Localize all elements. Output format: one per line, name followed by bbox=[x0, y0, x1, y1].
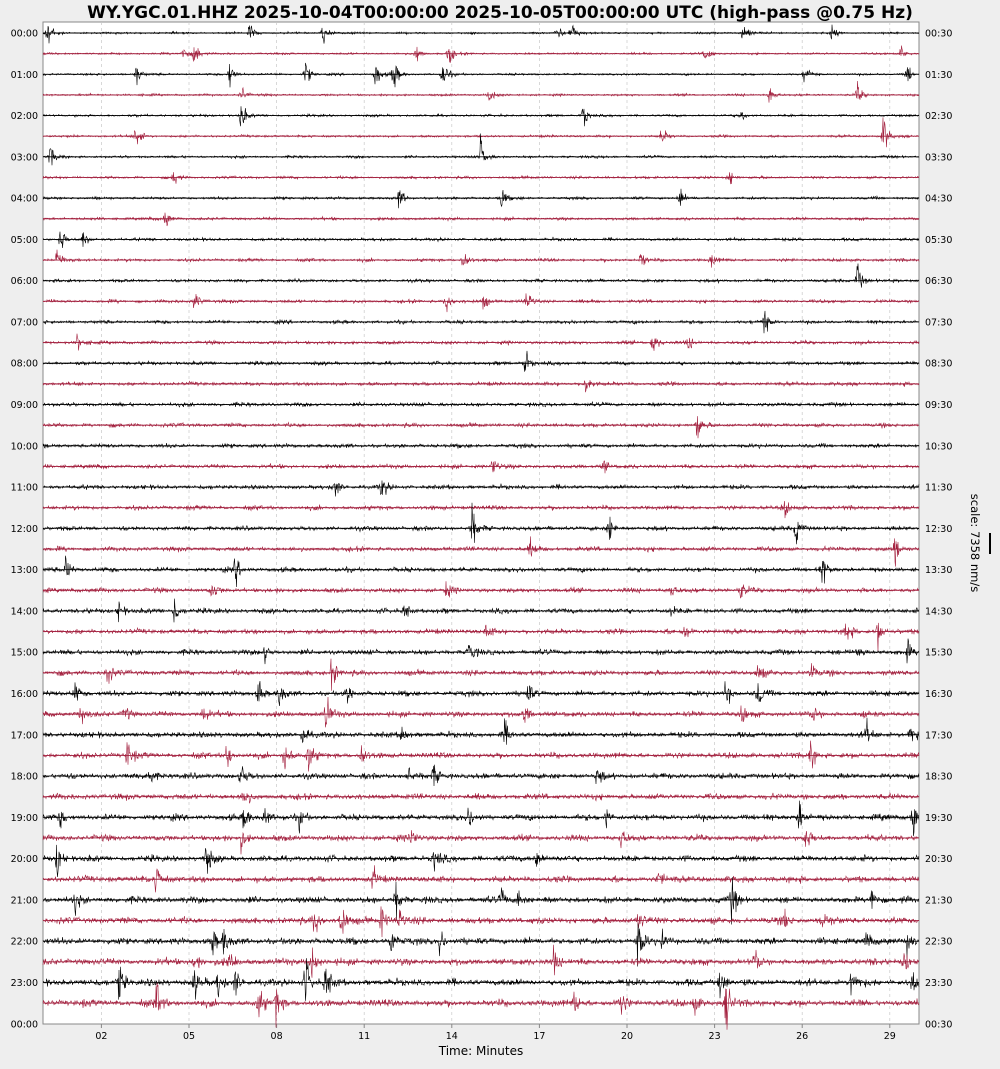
row-time-label-left: 00:00 bbox=[11, 1020, 38, 1031]
x-tick-label: 11 bbox=[358, 1031, 370, 1042]
seismic-traces bbox=[42, 24, 920, 1030]
row-time-label-right: 15:30 bbox=[925, 648, 952, 659]
trace-row bbox=[42, 502, 920, 545]
row-time-label-left: 22:00 bbox=[11, 937, 38, 948]
row-time-label-right: 05:30 bbox=[925, 235, 952, 246]
row-time-label-left: 20:00 bbox=[11, 854, 38, 865]
trace-row bbox=[42, 581, 919, 599]
row-time-label-right: 01:30 bbox=[925, 70, 952, 81]
trace-row bbox=[42, 249, 920, 268]
row-time-label-right: 09:30 bbox=[925, 400, 952, 411]
trace-row bbox=[42, 830, 919, 855]
trace-row bbox=[42, 877, 920, 925]
row-time-label-left: 08:00 bbox=[11, 359, 38, 370]
x-tick-label: 17 bbox=[533, 1031, 545, 1042]
row-time-label-left: 21:00 bbox=[11, 895, 38, 906]
row-time-label-left: 09:00 bbox=[11, 400, 38, 411]
x-tick-label: 20 bbox=[621, 1031, 633, 1042]
row-time-label-right: 04:30 bbox=[925, 194, 952, 205]
row-time-label-left: 03:00 bbox=[11, 152, 38, 163]
row-time-label-left: 10:00 bbox=[11, 441, 38, 452]
axis-labels: 02 05 08 11 14 17 20 23 26 29 00:00 01:00 02:00 03:00… bbox=[11, 29, 953, 1043]
row-time-label-right: 14:30 bbox=[925, 606, 952, 617]
trace-row bbox=[42, 958, 920, 1001]
row-time-label-left: 11:00 bbox=[11, 483, 38, 494]
row-time-label-right: 17:30 bbox=[925, 730, 952, 741]
trace-row bbox=[42, 717, 920, 745]
row-time-label-right: 21:30 bbox=[925, 895, 952, 906]
chart-title: WY.YGC.01.HHZ 2025-10-04T00:00:00 2025-1… bbox=[87, 3, 913, 23]
row-time-label-left: 07:00 bbox=[11, 317, 38, 328]
plot-area bbox=[42, 21, 920, 1025]
x-tick-label: 23 bbox=[709, 1031, 721, 1042]
trace-row bbox=[42, 536, 920, 567]
x-axis-label: Time: Minutes bbox=[438, 1044, 523, 1058]
trace-row bbox=[43, 740, 920, 772]
row-time-label-right: 02:30 bbox=[925, 111, 952, 122]
row-time-label-right: 12:30 bbox=[925, 524, 952, 535]
row-time-label-left: 18:00 bbox=[11, 772, 38, 783]
row-time-label-right: 07:30 bbox=[925, 317, 952, 328]
trace-row bbox=[42, 844, 920, 878]
row-time-label-right: 00:30 bbox=[925, 1020, 952, 1031]
row-time-label-right: 00:30 bbox=[925, 29, 952, 40]
row-time-label-left: 06:00 bbox=[11, 276, 38, 287]
trace-row bbox=[42, 133, 920, 166]
row-time-label-left: 16:00 bbox=[11, 689, 38, 700]
row-time-label-right: 18:30 bbox=[925, 772, 952, 783]
row-time-label-right: 10:30 bbox=[925, 441, 952, 452]
x-tick-label: 26 bbox=[796, 1031, 808, 1042]
row-time-label-right: 08:30 bbox=[925, 359, 952, 370]
row-time-label-right: 22:30 bbox=[925, 937, 952, 948]
x-tick-label: 29 bbox=[884, 1031, 896, 1042]
row-time-label-right: 06:30 bbox=[925, 276, 952, 287]
row-time-label-right: 16:30 bbox=[925, 689, 952, 700]
row-time-label-left: 01:00 bbox=[11, 70, 38, 81]
row-time-label-left: 17:00 bbox=[11, 730, 38, 741]
row-time-label-left: 19:00 bbox=[11, 813, 38, 824]
trace-row bbox=[42, 555, 920, 588]
trace-row bbox=[42, 231, 919, 249]
row-time-label-left: 05:00 bbox=[11, 235, 38, 246]
row-time-label-right: 23:30 bbox=[925, 978, 952, 989]
row-time-label-right: 19:30 bbox=[925, 813, 952, 824]
x-tick-label: 08 bbox=[271, 1031, 283, 1042]
row-time-label-right: 20:30 bbox=[925, 854, 952, 865]
row-time-label-left: 15:00 bbox=[11, 648, 38, 659]
scale-label: scale: 7358 nm/s bbox=[968, 494, 982, 592]
row-time-label-left: 14:00 bbox=[11, 606, 38, 617]
x-tick-label: 14 bbox=[446, 1031, 458, 1042]
trace-row bbox=[42, 944, 920, 978]
row-time-label-left: 12:00 bbox=[11, 524, 38, 535]
trace-row bbox=[42, 480, 920, 497]
row-time-label-left: 00:00 bbox=[11, 29, 38, 40]
x-tick-label: 05 bbox=[183, 1031, 195, 1042]
row-time-label-left: 04:00 bbox=[11, 194, 38, 205]
trace-row bbox=[42, 681, 920, 707]
row-time-label-left: 02:00 bbox=[11, 111, 38, 122]
row-time-label-right: 11:30 bbox=[925, 483, 952, 494]
row-time-label-right: 03:30 bbox=[925, 152, 952, 163]
row-time-label-right: 13:30 bbox=[925, 565, 952, 576]
row-time-label-left: 23:00 bbox=[11, 978, 38, 989]
x-tick-label: 02 bbox=[95, 1031, 107, 1042]
trace-row bbox=[42, 500, 920, 519]
row-time-label-left: 13:00 bbox=[11, 565, 38, 576]
